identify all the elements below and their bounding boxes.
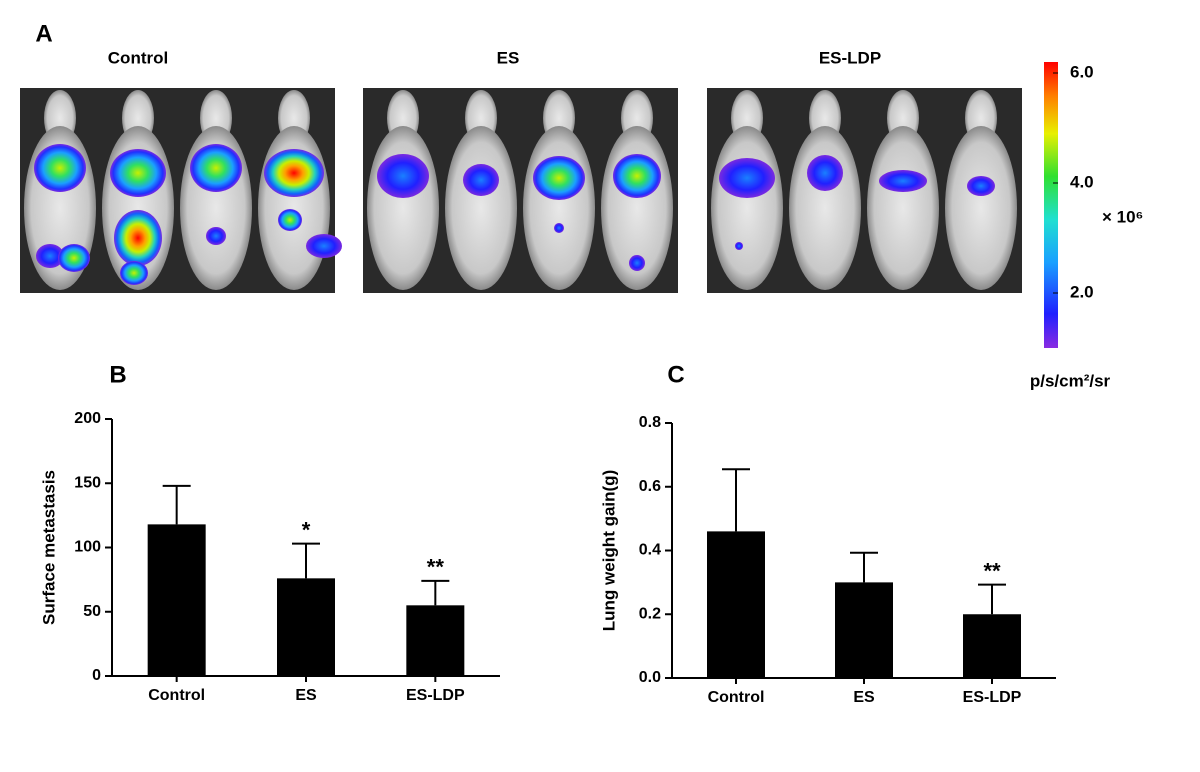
significance: ** — [983, 558, 1001, 583]
y-axis-label: Surface metastasis — [39, 470, 58, 625]
colorbar — [1044, 62, 1058, 348]
signal — [120, 261, 148, 285]
y-tick-label: 0.8 — [639, 414, 661, 431]
signal — [533, 156, 585, 200]
mouse-body — [867, 126, 939, 290]
y-tick-label: 100 — [74, 539, 101, 556]
y-tick-label: 0.6 — [639, 478, 661, 495]
bar — [147, 524, 206, 676]
mouse-body — [711, 126, 783, 290]
group-label: ES — [497, 48, 520, 67]
signal — [58, 244, 90, 272]
panel-label: A — [35, 20, 52, 47]
signal — [114, 210, 162, 266]
y-tick-label: 0 — [92, 667, 101, 684]
y-axis-label: Lung weight gain(g) — [599, 470, 618, 631]
mouse-body — [789, 126, 861, 290]
y-tick-label: 0.4 — [639, 542, 661, 559]
signal — [306, 234, 342, 258]
signal — [463, 164, 499, 196]
panel-label: C — [667, 361, 684, 388]
colorbar-multiplier: × 10⁶ — [1102, 207, 1143, 226]
group-label: Control — [108, 48, 168, 67]
x-tick-label: ES-LDP — [963, 689, 1022, 706]
x-tick-label: Control — [708, 689, 765, 706]
bar — [277, 578, 335, 676]
bar — [835, 582, 893, 678]
x-tick-label: ES-LDP — [406, 687, 465, 704]
colorbar-tick-label: 4.0 — [1070, 172, 1094, 191]
x-tick-label: ES — [853, 689, 875, 706]
signal — [735, 242, 743, 250]
signal — [613, 154, 661, 198]
bar — [963, 614, 1021, 678]
mouse-body — [445, 126, 517, 290]
mouse-body — [367, 126, 439, 290]
signal — [554, 223, 564, 233]
significance: ** — [427, 555, 445, 580]
signal — [264, 149, 324, 197]
signal — [278, 209, 302, 231]
signal — [36, 244, 64, 268]
imaging-panel — [363, 88, 678, 293]
y-tick-label: 0.0 — [639, 669, 661, 686]
signal — [377, 154, 429, 198]
signal — [34, 144, 86, 192]
imaging-panel — [20, 88, 342, 293]
mouse-body — [945, 126, 1017, 290]
y-tick-label: 50 — [83, 603, 101, 620]
x-tick-label: Control — [148, 687, 205, 704]
bar — [707, 531, 765, 678]
mouse-body — [523, 126, 595, 290]
imaging-panel — [707, 88, 1022, 293]
colorbar-tick-label: 6.0 — [1070, 62, 1094, 81]
bar — [406, 605, 465, 676]
y-tick-label: 0.2 — [639, 605, 661, 622]
group-label: ES-LDP — [819, 48, 881, 67]
signal — [206, 227, 226, 245]
panel-label: B — [109, 361, 126, 388]
y-tick-label: 200 — [74, 410, 101, 427]
signal — [967, 176, 995, 196]
signal — [879, 170, 927, 192]
signal — [110, 149, 166, 197]
signal — [719, 158, 775, 198]
signal — [629, 255, 645, 271]
x-tick-label: ES — [295, 687, 317, 704]
signal — [190, 144, 242, 192]
significance: * — [302, 517, 311, 542]
y-tick-label: 150 — [74, 474, 101, 491]
colorbar-tick-label: 2.0 — [1070, 282, 1094, 301]
signal — [807, 155, 843, 191]
colorbar-unit: p/s/cm²/sr — [1030, 371, 1111, 390]
